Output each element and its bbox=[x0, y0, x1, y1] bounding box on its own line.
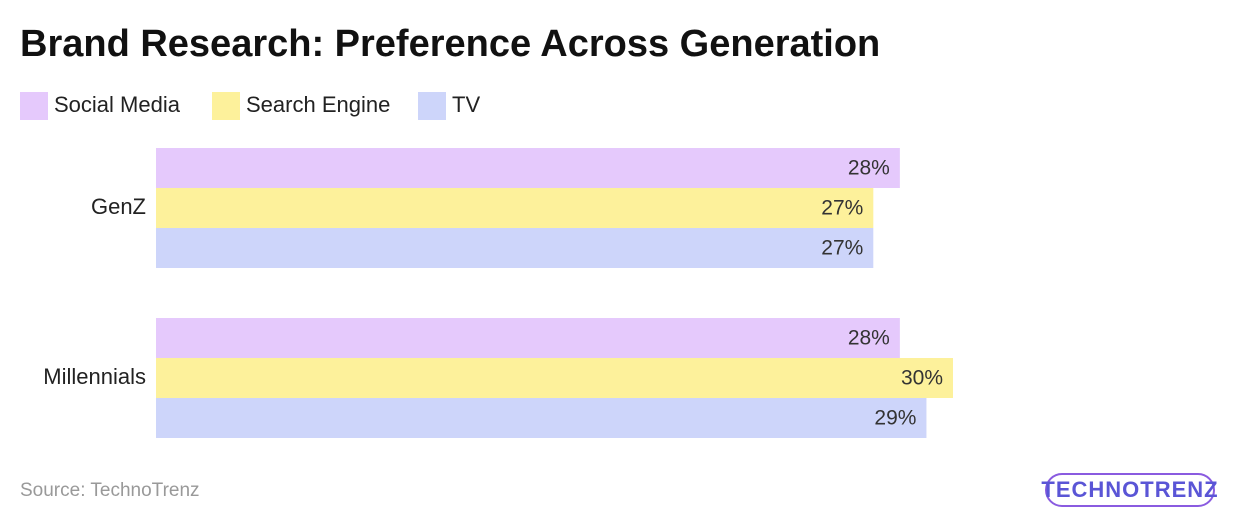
bar bbox=[156, 318, 900, 358]
bar bbox=[156, 188, 874, 228]
legend-swatch bbox=[212, 92, 240, 120]
bar bbox=[156, 358, 953, 398]
bar bbox=[156, 228, 874, 268]
value-label: 28% bbox=[848, 327, 890, 350]
source: Source: TechnoTrenz bbox=[20, 480, 200, 501]
value-label: 30% bbox=[901, 367, 943, 390]
legend-label: Search Engine bbox=[246, 92, 390, 117]
value-label: 27% bbox=[821, 237, 863, 260]
bar bbox=[156, 398, 927, 438]
chart-title: Brand Research: Preference Across Genera… bbox=[20, 23, 880, 65]
value-label: 29% bbox=[874, 407, 916, 430]
legend-swatch bbox=[20, 92, 48, 120]
category-label: GenZ bbox=[91, 194, 146, 219]
legend-label: Social Media bbox=[54, 92, 181, 117]
value-label: 28% bbox=[848, 157, 890, 180]
category-label: Millennials bbox=[43, 364, 146, 389]
logo-frame bbox=[1045, 473, 1215, 507]
value-label: 27% bbox=[821, 197, 863, 220]
legend-swatch bbox=[418, 92, 446, 120]
legend-label: TV bbox=[452, 92, 480, 117]
logo: TECHNOTRENZ bbox=[1041, 477, 1218, 502]
bar bbox=[156, 148, 900, 188]
